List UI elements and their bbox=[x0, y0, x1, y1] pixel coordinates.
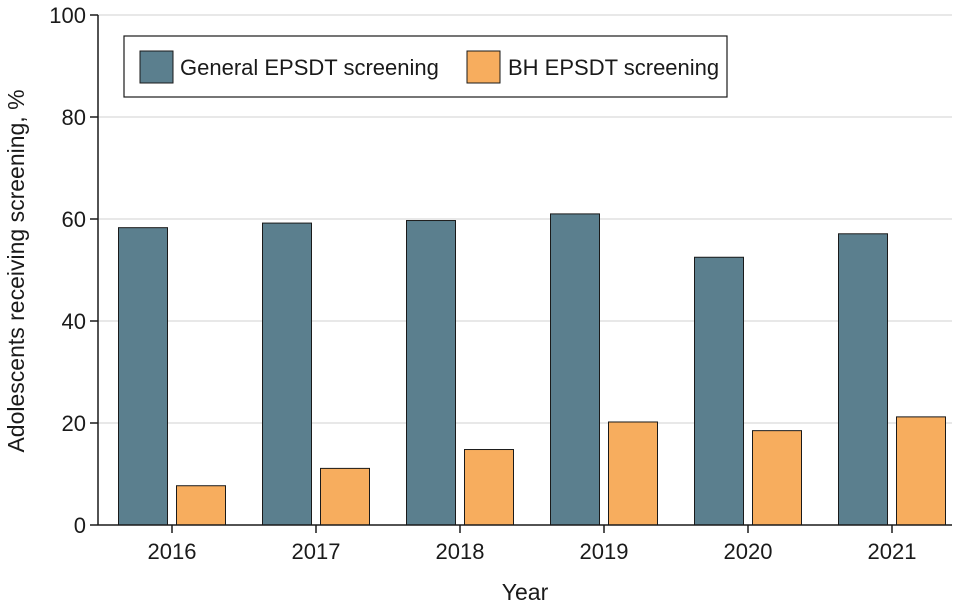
legend-swatch-bh bbox=[466, 50, 501, 84]
y-tick-label: 60 bbox=[62, 207, 86, 232]
legend-label-bh: BH EPSDT screening bbox=[508, 55, 719, 80]
y-tick-label: 0 bbox=[74, 513, 86, 538]
bar-general-2016 bbox=[118, 227, 168, 526]
bar-general-2020 bbox=[694, 256, 744, 526]
bars bbox=[118, 213, 946, 526]
bar-general-2021 bbox=[838, 233, 888, 526]
x-tick-label: 2020 bbox=[724, 539, 773, 564]
y-tick-label: 80 bbox=[62, 105, 86, 130]
y-tick-label: 100 bbox=[49, 3, 86, 28]
legend-box bbox=[123, 35, 728, 98]
bar-bh-2020 bbox=[752, 430, 802, 526]
y-tick-label: 20 bbox=[62, 411, 86, 436]
y-axis-title: Adolescents receiving screening, % bbox=[3, 89, 29, 452]
bar-bh-2021 bbox=[896, 416, 946, 526]
bar-bh-2019 bbox=[608, 421, 658, 526]
bar-bh-2018 bbox=[464, 449, 514, 526]
bar-general-2018 bbox=[406, 220, 456, 526]
legend-label-general: General EPSDT screening bbox=[180, 55, 439, 80]
legend-swatch-general bbox=[139, 50, 174, 84]
x-ticks: 2016 2017 2018 2019 2020 2021 bbox=[148, 525, 917, 564]
bar-general-2019 bbox=[550, 213, 600, 526]
x-tick-label: 2021 bbox=[868, 539, 917, 564]
y-tick-label: 40 bbox=[62, 309, 86, 334]
bar-bh-2017 bbox=[320, 467, 370, 526]
x-tick-label: 2019 bbox=[580, 539, 629, 564]
axes bbox=[97, 15, 952, 526]
x-tick-label: 2017 bbox=[292, 539, 341, 564]
x-axis-title: Year bbox=[502, 579, 549, 605]
x-tick-label: 2016 bbox=[148, 539, 197, 564]
x-tick-label: 2018 bbox=[436, 539, 485, 564]
grid-lines bbox=[98, 14, 952, 424]
legend: General EPSDT screening BH EPSDT screeni… bbox=[123, 35, 728, 98]
bar-general-2017 bbox=[262, 222, 312, 526]
bar-bh-2016 bbox=[176, 485, 226, 526]
y-ticks: 0 20 40 60 80 100 bbox=[49, 3, 98, 538]
